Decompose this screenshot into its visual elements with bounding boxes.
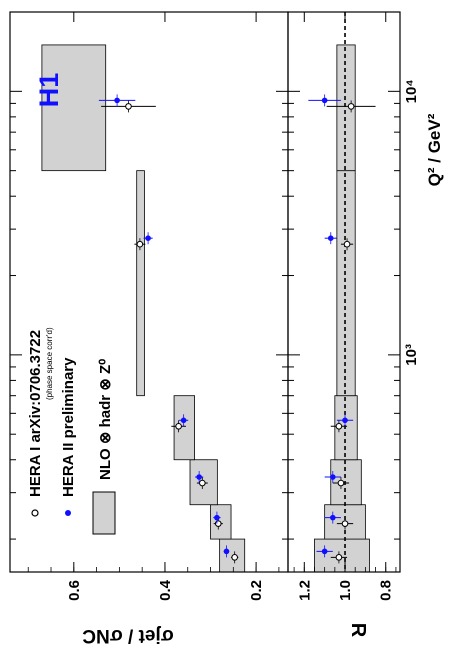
legend: HERA I arXiv:0706.3722 (phase space corr… [27,327,116,535]
hera2-point [223,548,230,555]
hera1-point [343,240,351,248]
legend-open-circle-marker [31,509,39,517]
r-value-tick-label: 1.0 [337,580,354,601]
hera2-point [321,97,328,104]
ratio-value-tick-label: 0.4 [157,579,174,601]
band-segment [41,44,107,172]
band-segment [336,44,356,172]
band-segment [136,170,145,397]
hera1-point [175,422,182,430]
band-segment [330,459,362,506]
band-segment [336,170,356,397]
hera1-point [347,103,355,110]
hera1-point [335,422,343,430]
band-segment [314,538,370,573]
hera1-point [341,520,349,527]
hera1-point [214,520,222,527]
q2-tick-label: 10³ [403,344,420,366]
bottom-y-axis-title: R [347,623,369,638]
ratio-panel: 0.2 0.4 0.6 [9,11,289,601]
q2-tick-label: 10⁴ [403,79,420,103]
legend-filled-circle-marker [65,510,71,516]
hera2-point [114,97,120,104]
r-value-tick-label: 1.2 [296,580,313,601]
hera2-point [342,417,348,424]
legend-label-nlo: NLO ⊗ hadr ⊗ Z⁰ [97,359,114,480]
hera1-point [136,240,144,248]
hera2-point [321,548,328,555]
hera1-point [199,479,206,487]
hera1-point [125,103,132,110]
hera2-point [327,235,334,241]
x-axis-title: Q² / GeV² [425,113,444,186]
band-segment [173,395,195,461]
r-panel: 0.8 1.0 1.2 [287,11,401,601]
ratio-value-tick-label: 0.2 [248,580,265,601]
hera2-point [145,235,151,241]
legend-item-hera2: HERA II preliminary [60,357,77,516]
hera2-point [214,514,220,521]
legend-label-hera1: HERA I arXiv:0706.3722 [27,330,44,497]
legend-grey-box [92,491,116,535]
hera1-point [337,479,345,487]
hera2-point [180,417,187,424]
legend-item-nlo: NLO ⊗ hadr ⊗ Z⁰ [92,359,116,535]
legend-item-hera1: HERA I arXiv:0706.3722 (phase space corr… [27,327,54,517]
legend-label-hera2: HERA II preliminary [60,357,77,497]
hera2-point [196,474,202,480]
h1-logo: H1 [34,73,64,108]
panel-frame [287,11,401,573]
top-y-axis-title: σjet / σNC [82,625,174,646]
legend-sublabel-hera1: (phase space corr'd) [45,327,54,400]
hera2-point [330,474,336,480]
r-value-tick-label: 0.8 [378,580,395,601]
hera1-point [231,554,238,561]
hera1-point [335,554,343,561]
hera2-point [330,514,336,521]
ratio-value-tick-label: 0.6 [66,580,83,601]
